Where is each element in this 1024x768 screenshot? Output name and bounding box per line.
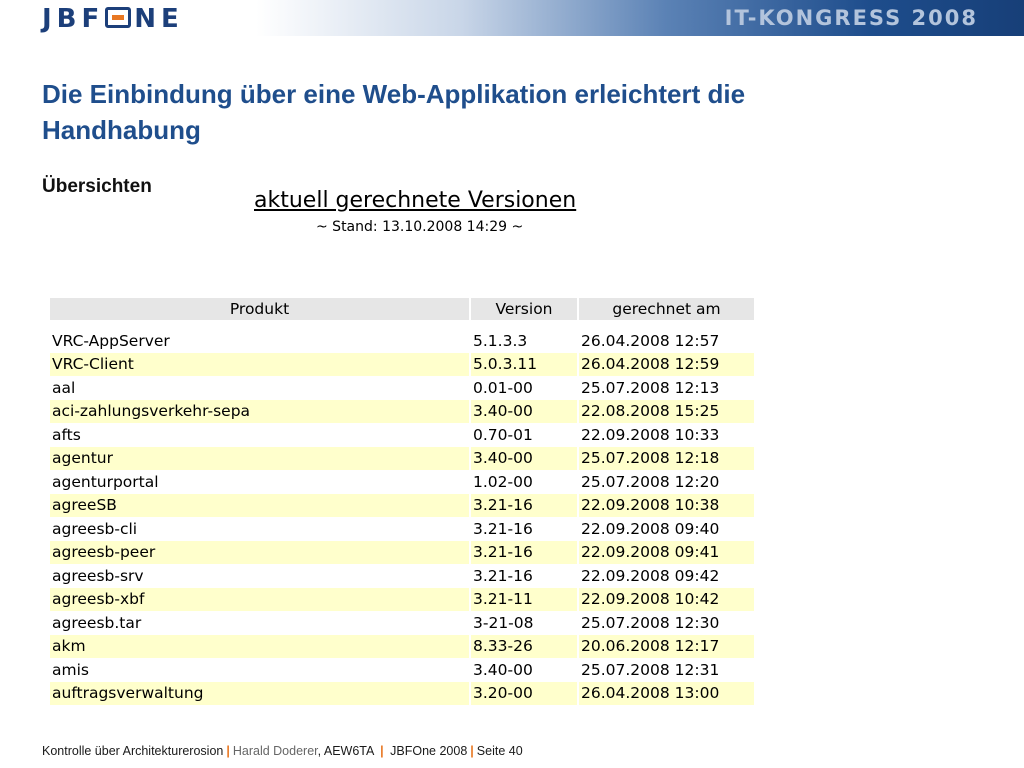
footer-separator: |	[380, 744, 384, 758]
column-header-gerechnet: gerechnet am	[579, 298, 754, 320]
cell-gerechnet: 25.07.2008 12:13	[579, 376, 754, 400]
logo-o-mark-icon	[105, 7, 132, 28]
cell-version: 5.1.3.3	[471, 329, 577, 353]
footer-dept: , AEW6TA	[317, 744, 374, 758]
cell-gerechnet: 22.09.2008 10:38	[579, 493, 754, 517]
cell-version: 1.02-00	[471, 470, 577, 494]
slide-title: Die Einbindung über eine Web-Applikation…	[42, 79, 746, 145]
cell-produkt: afts	[50, 423, 469, 447]
column-header-version: Version	[471, 298, 577, 320]
table-row: amis 3.40-00 25.07.2008 12:31	[50, 658, 754, 682]
footer-author: Harald Doderer	[232, 744, 318, 758]
cell-produkt: akm	[50, 634, 469, 658]
cell-version: 3.20-00	[471, 681, 577, 705]
cell-produkt: auftragsverwaltung	[50, 681, 469, 705]
cell-version: 3.21-11	[471, 587, 577, 611]
versions-table-body: VRC-AppServer 5.1.3.3 26.04.2008 12:57 VRC-…	[50, 329, 754, 705]
cell-gerechnet: 22.09.2008 10:42	[579, 587, 754, 611]
table-row: aci-zahlungsverkehr-sepa 3.40-00 22.08.200…	[50, 399, 754, 423]
cell-produkt: VRC-Client	[50, 352, 469, 376]
cell-gerechnet: 25.07.2008 12:31	[579, 658, 754, 682]
cell-version: 0.70-01	[471, 423, 577, 447]
table-row: agreesb.tar 3-21-08 25.07.2008 12:30	[50, 611, 754, 635]
cell-produkt: VRC-AppServer	[50, 329, 469, 353]
table-row: agenturportal 1.02-00 25.07.2008 12:20	[50, 470, 754, 494]
cell-version: 3-21-08	[471, 611, 577, 635]
cell-version: 8.33-26	[471, 634, 577, 658]
cell-gerechnet: 25.07.2008 12:20	[579, 470, 754, 494]
table-row: agreesb-xbf 3.21-11 22.09.2008 10:42	[50, 587, 754, 611]
table-row: VRC-AppServer 5.1.3.3 26.04.2008 12:57	[50, 329, 754, 353]
congress-title: IT-KONGRESS 2008	[724, 6, 978, 30]
table-row: agreeSB 3.21-16 22.09.2008 10:38	[50, 493, 754, 517]
cell-produkt: agenturportal	[50, 470, 469, 494]
footer: Kontrolle über Architekturerosion | Harald…	[42, 744, 523, 758]
cell-gerechnet: 26.04.2008 13:00	[579, 681, 754, 705]
footer-topic: Kontrolle über Architekturerosion	[42, 744, 224, 758]
cell-produkt: aci-zahlungsverkehr-sepa	[50, 399, 469, 423]
footer-page: Seite 40	[476, 744, 523, 758]
versions-table: Produkt Version gerechnet am VRC-AppServ…	[48, 298, 756, 705]
cell-version: 0.01-00	[471, 376, 577, 400]
footer-separator: |	[470, 744, 474, 758]
cell-gerechnet: 25.07.2008 12:18	[579, 446, 754, 470]
cell-gerechnet: 20.06.2008 12:17	[579, 634, 754, 658]
cell-produkt: agreesb-xbf	[50, 587, 469, 611]
section-subtitle: Übersichten	[42, 176, 152, 197]
cell-version: 3.40-00	[471, 658, 577, 682]
cell-version: 3.21-16	[471, 493, 577, 517]
footer-event: JBFOne 2008	[390, 744, 468, 758]
cell-gerechnet: 22.09.2008 09:40	[579, 517, 754, 541]
table-row: akm 8.33-26 20.06.2008 12:17	[50, 634, 754, 658]
table-row: VRC-Client 5.0.3.11 26.04.2008 12:59	[50, 352, 754, 376]
cell-gerechnet: 22.09.2008 09:42	[579, 564, 754, 588]
cell-produkt: amis	[50, 658, 469, 682]
cell-version: 5.0.3.11	[471, 352, 577, 376]
screenshot-stand: ~ Stand: 13.10.2008 14:29 ~	[316, 219, 524, 235]
cell-gerechnet: 26.04.2008 12:57	[579, 329, 754, 353]
cell-version: 3.40-00	[471, 399, 577, 423]
footer-separator: |	[226, 744, 230, 758]
cell-produkt: agreesb-srv	[50, 564, 469, 588]
table-row: agreesb-peer 3.21-16 22.09.2008 09:41	[50, 540, 754, 564]
cell-produkt: aal	[50, 376, 469, 400]
cell-produkt: agreeSB	[50, 493, 469, 517]
cell-version: 3.40-00	[471, 446, 577, 470]
jbfone-logo: JBF NE	[42, 4, 184, 34]
table-row: afts 0.70-01 22.09.2008 10:33	[50, 423, 754, 447]
table-row: auftragsverwaltung 3.20-00 26.04.2008 13:0…	[50, 681, 754, 705]
table-row: aal 0.01-00 25.07.2008 12:13	[50, 376, 754, 400]
cell-produkt: agreesb.tar	[50, 611, 469, 635]
cell-gerechnet: 22.09.2008 09:41	[579, 540, 754, 564]
cell-produkt: agentur	[50, 446, 469, 470]
column-header-produkt: Produkt	[50, 298, 469, 320]
header-banner: JBF NE IT-KONGRESS 2008	[0, 0, 1024, 36]
table-header-row: Produkt Version gerechnet am	[50, 298, 754, 320]
cell-gerechnet: 22.08.2008 15:25	[579, 399, 754, 423]
cell-version: 3.21-16	[471, 517, 577, 541]
cell-produkt: agreesb-cli	[50, 517, 469, 541]
cell-produkt: agreesb-peer	[50, 540, 469, 564]
table-row: agreesb-cli 3.21-16 22.09.2008 09:40	[50, 517, 754, 541]
cell-version: 3.21-16	[471, 540, 577, 564]
cell-gerechnet: 26.04.2008 12:59	[579, 352, 754, 376]
cell-version: 3.21-16	[471, 564, 577, 588]
cell-gerechnet: 22.09.2008 10:33	[579, 423, 754, 447]
table-row: agentur 3.40-00 25.07.2008 12:18	[50, 446, 754, 470]
screenshot-heading: aktuell gerechnete Versionen	[254, 188, 577, 213]
table-row: agreesb-srv 3.21-16 22.09.2008 09:42	[50, 564, 754, 588]
cell-gerechnet: 25.07.2008 12:30	[579, 611, 754, 635]
